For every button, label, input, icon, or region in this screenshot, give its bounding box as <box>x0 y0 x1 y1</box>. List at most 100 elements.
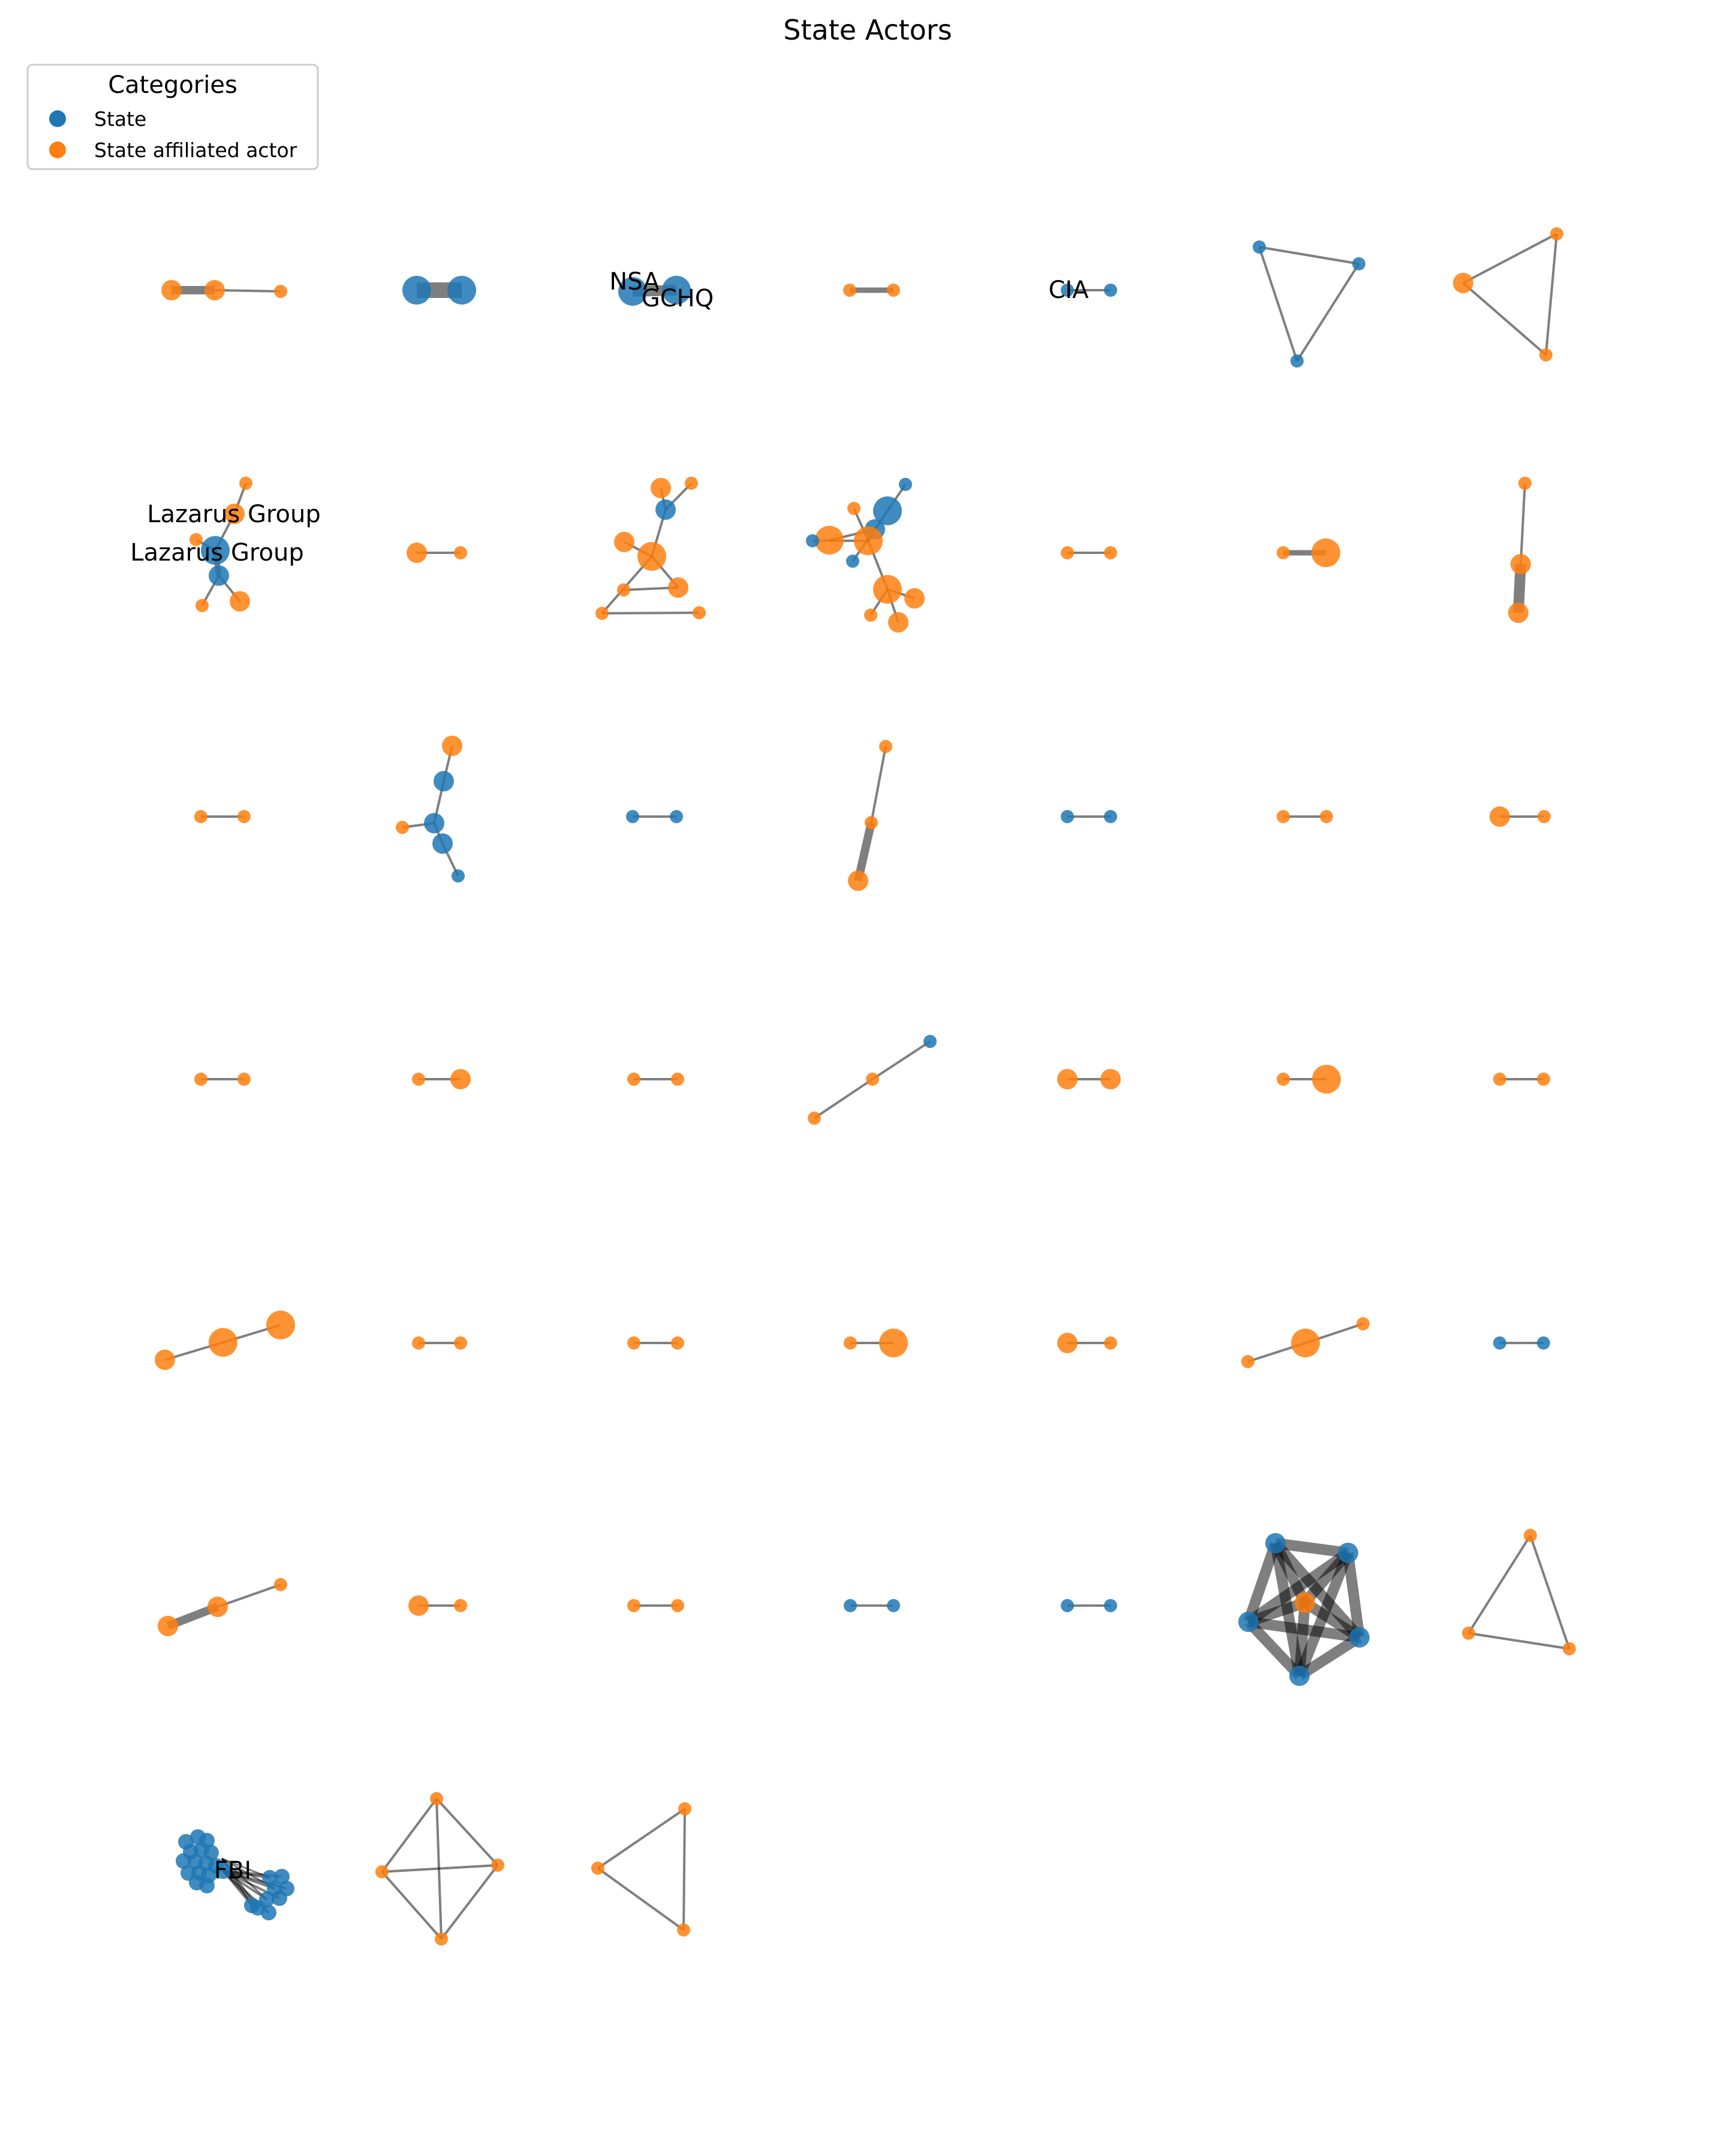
node-affiliated <box>888 612 908 633</box>
legend-marker-affiliated <box>49 141 66 158</box>
legend-label-state: State <box>94 107 146 131</box>
node-state <box>1265 1533 1286 1553</box>
node-affiliated <box>617 583 630 597</box>
edge <box>1529 1535 1570 1649</box>
component-38 <box>627 1599 684 1612</box>
node-affiliated <box>671 1073 684 1086</box>
node-affiliated <box>375 1865 389 1878</box>
node-affiliated <box>879 1329 908 1357</box>
node-state <box>272 1890 287 1906</box>
edge <box>870 746 887 823</box>
node-affiliated <box>1291 1329 1320 1357</box>
edge <box>1247 1616 1361 1643</box>
node-affiliated <box>844 1336 857 1350</box>
edge <box>1245 1548 1352 1627</box>
node-affiliated <box>407 543 427 563</box>
node-affiliated <box>209 1328 237 1357</box>
component-7 <box>1453 227 1563 362</box>
node-state <box>452 869 465 883</box>
node-affiliated <box>1508 603 1529 623</box>
component-12 <box>1061 546 1117 559</box>
node-affiliated <box>627 1336 640 1350</box>
node-state <box>899 478 912 491</box>
node-affiliated <box>1295 1592 1315 1613</box>
node-affiliated <box>274 1578 287 1591</box>
node-state <box>1253 240 1266 254</box>
node-label: FBI <box>214 1857 251 1884</box>
node-affiliated <box>627 1599 640 1612</box>
component-15 <box>194 810 251 823</box>
edge <box>1467 1534 1532 1634</box>
node-affiliated <box>854 526 883 555</box>
node-affiliated <box>843 284 856 297</box>
node-label: CIA <box>1048 276 1089 304</box>
node-state <box>1104 284 1117 297</box>
node-affiliated <box>651 478 671 498</box>
component-25 <box>808 1035 937 1125</box>
node-state <box>209 565 229 586</box>
component-31 <box>627 1336 684 1350</box>
node-affiliated <box>204 280 225 300</box>
edge <box>1274 1538 1349 1558</box>
component-41 <box>1238 1533 1370 1686</box>
node-affiliated <box>627 1073 640 1086</box>
component-42 <box>1462 1529 1576 1655</box>
edge <box>1520 483 1526 565</box>
node-affiliated <box>239 477 252 490</box>
node-state <box>1061 1599 1074 1612</box>
node-affiliated <box>1524 1529 1537 1542</box>
node-affiliated <box>230 591 250 612</box>
node-affiliated <box>1518 477 1532 490</box>
edge <box>1463 233 1557 284</box>
node-affiliated <box>158 1616 178 1636</box>
component-28 <box>1493 1073 1550 1086</box>
component-36 <box>158 1578 287 1636</box>
node-affiliated <box>1057 1069 1078 1089</box>
component-20 <box>1277 810 1333 823</box>
node-state <box>447 276 476 305</box>
edge <box>1343 1552 1365 1639</box>
node-state <box>1352 257 1365 270</box>
component-34 <box>1241 1317 1370 1368</box>
node-affiliated <box>1563 1642 1576 1655</box>
legend: Categories State State affiliated actor <box>26 64 319 170</box>
edge <box>381 1864 498 1873</box>
node-label: Lazarus Group <box>130 539 303 567</box>
component-43: FBI <box>176 1829 294 1920</box>
component-26 <box>1057 1069 1121 1089</box>
legend-label-affiliated: State affiliated actor <box>94 138 297 162</box>
component-45 <box>591 1802 691 1937</box>
component-21 <box>1490 806 1551 827</box>
node-affiliated <box>873 575 902 604</box>
edge <box>682 1808 686 1931</box>
component-32 <box>844 1329 908 1357</box>
node-label: Lazarus Group <box>147 501 320 528</box>
component-6 <box>1253 240 1365 368</box>
node-state <box>1290 354 1304 368</box>
component-2 <box>402 276 476 305</box>
node-state <box>873 496 902 525</box>
legend-marker-state <box>49 110 66 127</box>
node-affiliated <box>808 1112 821 1125</box>
node-affiliated <box>866 1073 879 1086</box>
node-affiliated <box>195 599 209 612</box>
node-affiliated <box>194 1073 207 1086</box>
chart-title: State Actors <box>783 14 952 46</box>
node-state <box>846 555 859 568</box>
node-state <box>261 1905 276 1920</box>
node-state <box>201 536 230 565</box>
node-affiliated <box>1462 1627 1475 1640</box>
node-state <box>1061 810 1074 823</box>
component-18 <box>848 740 892 891</box>
node-state <box>618 277 647 306</box>
node-state <box>244 1898 260 1913</box>
component-40 <box>1061 1599 1117 1612</box>
node-affiliated <box>161 280 182 300</box>
component-17 <box>626 810 683 823</box>
component-29 <box>155 1311 295 1370</box>
node-affiliated <box>677 1923 690 1937</box>
node-affiliated <box>1241 1355 1254 1368</box>
node-state <box>806 534 819 547</box>
